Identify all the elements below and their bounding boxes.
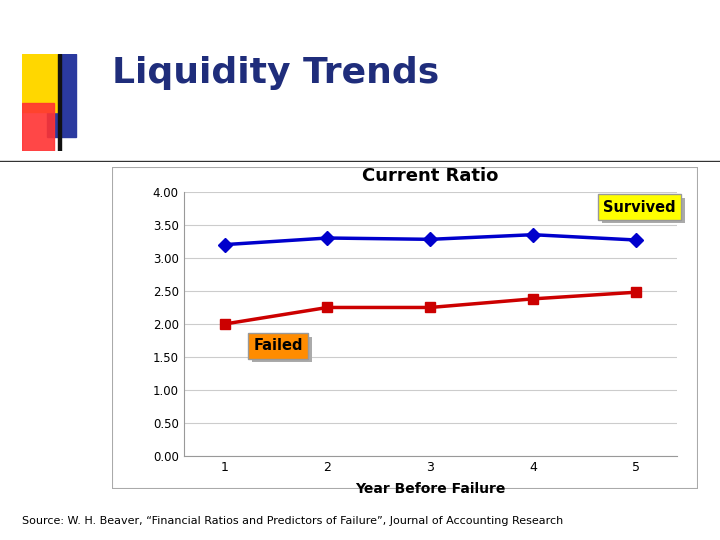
Text: Survived: Survived [607, 203, 680, 218]
Text: Failed: Failed [253, 339, 303, 354]
Title: Current Ratio: Current Ratio [362, 166, 498, 185]
X-axis label: Year Before Failure: Year Before Failure [355, 483, 505, 496]
Text: Failed: Failed [258, 342, 307, 357]
Text: Survived: Survived [603, 200, 675, 214]
Bar [22, 54, 58, 112]
Bar [58, 54, 61, 151]
Bar [22, 103, 54, 151]
Bar [47, 54, 76, 137]
Text: Liquidity Trends: Liquidity Trends [112, 56, 439, 90]
Text: Source: W. H. Beaver, “Financial Ratios and Predictors of Failure”, Journal of A: Source: W. H. Beaver, “Financial Ratios … [22, 516, 563, 526]
